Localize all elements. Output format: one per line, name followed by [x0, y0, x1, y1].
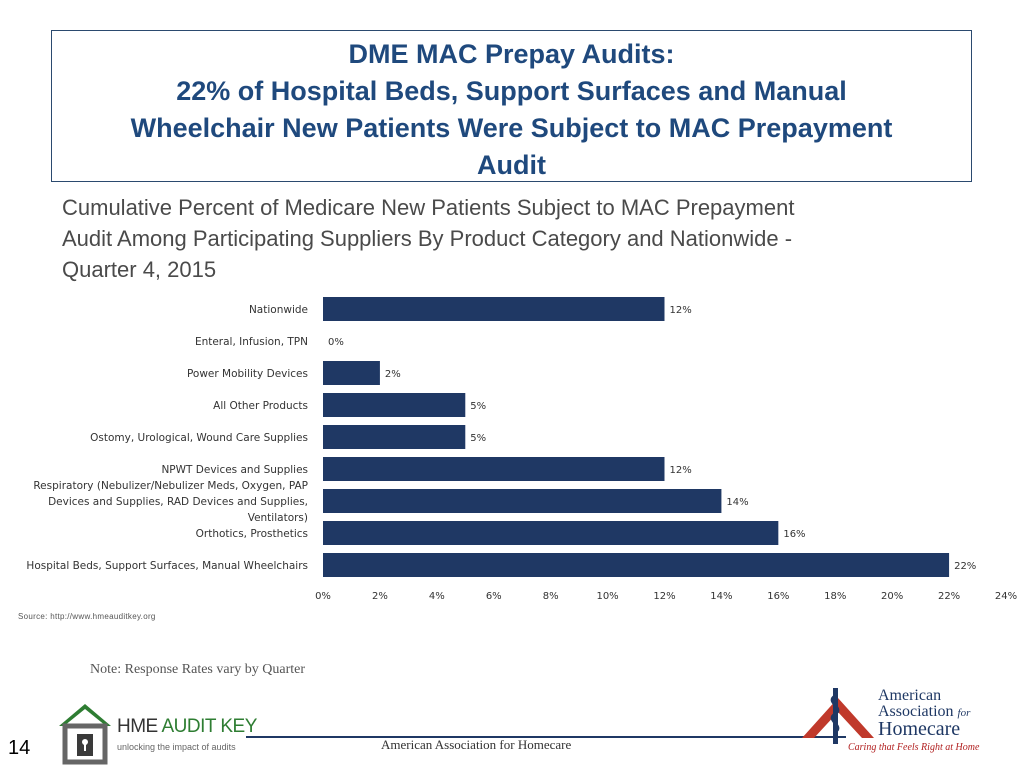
- bar: [323, 425, 466, 449]
- category-label: Power Mobility Devices: [187, 368, 308, 380]
- hme-audit-key-logo: HME AUDIT KEY unlocking the impact of au…: [55, 700, 257, 766]
- title-line: Wheelchair New Patients Were Subject to …: [130, 113, 893, 143]
- house-icon: [59, 704, 111, 765]
- bar-value-label: 22%: [954, 561, 976, 572]
- title-line: DME MAC Prepay Audits:: [348, 39, 675, 69]
- x-tick-label: 12%: [653, 591, 675, 602]
- x-tick-label: 14%: [710, 591, 732, 602]
- category-label: Respiratory (Nebulizer/Nebulizer Meds, O…: [33, 480, 308, 492]
- bar: [323, 393, 466, 417]
- chart-subtitle: Cumulative Percent of Medicare New Patie…: [62, 192, 942, 285]
- hme-name: HME AUDIT KEY: [117, 716, 257, 738]
- x-tick-label: 16%: [767, 591, 789, 602]
- aah-name-line: Homecare: [878, 718, 961, 740]
- bar: [323, 361, 380, 385]
- subtitle-line: Cumulative Percent of Medicare New Patie…: [62, 195, 795, 220]
- category-label: Devices and Supplies, RAD Devices and Su…: [48, 496, 308, 508]
- bar-value-label: 5%: [470, 433, 486, 444]
- title-line: Audit: [477, 150, 546, 180]
- x-tick-label: 22%: [938, 591, 960, 602]
- category-label: Orthotics, Prosthetics: [196, 528, 308, 540]
- bar: [323, 553, 950, 577]
- bar-value-label: 12%: [670, 465, 692, 476]
- slide-title: DME MAC Prepay Audits: 22% of Hospital B…: [51, 30, 972, 182]
- category-label: Nationwide: [249, 304, 308, 316]
- aah-name: American Association for Homecare: [878, 687, 970, 740]
- category-label: All Other Products: [213, 400, 308, 412]
- bar: [323, 297, 665, 321]
- hme-name-part: HME: [117, 716, 162, 737]
- category-label: Ostomy, Urological, Wound Care Supplies: [90, 432, 308, 444]
- x-tick-label: 24%: [995, 591, 1017, 602]
- aah-for: for: [957, 707, 971, 719]
- subtitle-line: Quarter 4, 2015: [62, 257, 217, 282]
- bar-value-label: 5%: [470, 401, 486, 412]
- x-tick-label: 4%: [429, 591, 445, 602]
- slide-number: 14: [8, 737, 31, 759]
- response-note: Note: Response Rates vary by Quarter: [90, 662, 305, 677]
- house-caduceus-icon: [802, 688, 874, 744]
- aah-logo: American Association for Homecare Caring…: [800, 686, 1005, 758]
- subtitle-line: Audit Among Participating Suppliers By P…: [62, 226, 793, 251]
- x-tick-label: 10%: [596, 591, 618, 602]
- bar-value-label: 12%: [670, 305, 692, 316]
- aah-name-line: Association for: [878, 704, 970, 721]
- category-label: Ventilators): [248, 512, 308, 524]
- x-tick-label: 2%: [372, 591, 388, 602]
- bar-value-label: 14%: [726, 497, 748, 508]
- bar-value-label: 16%: [783, 529, 805, 540]
- x-tick-label: 8%: [543, 591, 559, 602]
- aah-association: Association: [878, 703, 958, 720]
- bar-value-label: 0%: [328, 337, 344, 348]
- footer-text: American Association for Homecare: [381, 737, 572, 752]
- category-label: Enteral, Infusion, TPN: [195, 336, 308, 348]
- aah-tagline: Caring that Feels Right at Home: [848, 742, 980, 753]
- category-label: Hospital Beds, Support Surfaces, Manual …: [26, 560, 308, 572]
- bar: [323, 521, 779, 545]
- hme-tagline: unlocking the impact of audits: [117, 742, 236, 752]
- bar-chart: 12% Nationwide 0% Enteral, Infusion, TPN 2% P…: [26, 297, 1017, 602]
- x-tick-label: 6%: [486, 591, 502, 602]
- x-tick-label: 0%: [315, 591, 331, 602]
- x-tick-label: 18%: [824, 591, 846, 602]
- bar-value-label: 2%: [385, 369, 401, 380]
- category-label: NPWT Devices and Supplies: [161, 464, 308, 476]
- audit-key-name-part: AUDIT KEY: [161, 716, 257, 737]
- footer-divider: [246, 736, 846, 738]
- source-note: Source: http://www.hmeauditkey.org: [18, 612, 156, 621]
- bar: [323, 457, 665, 481]
- aah-name-line: American: [878, 687, 942, 704]
- bar: [323, 489, 722, 513]
- x-tick-label: 20%: [881, 591, 903, 602]
- title-line: 22% of Hospital Beds, Support Surfaces a…: [176, 76, 847, 106]
